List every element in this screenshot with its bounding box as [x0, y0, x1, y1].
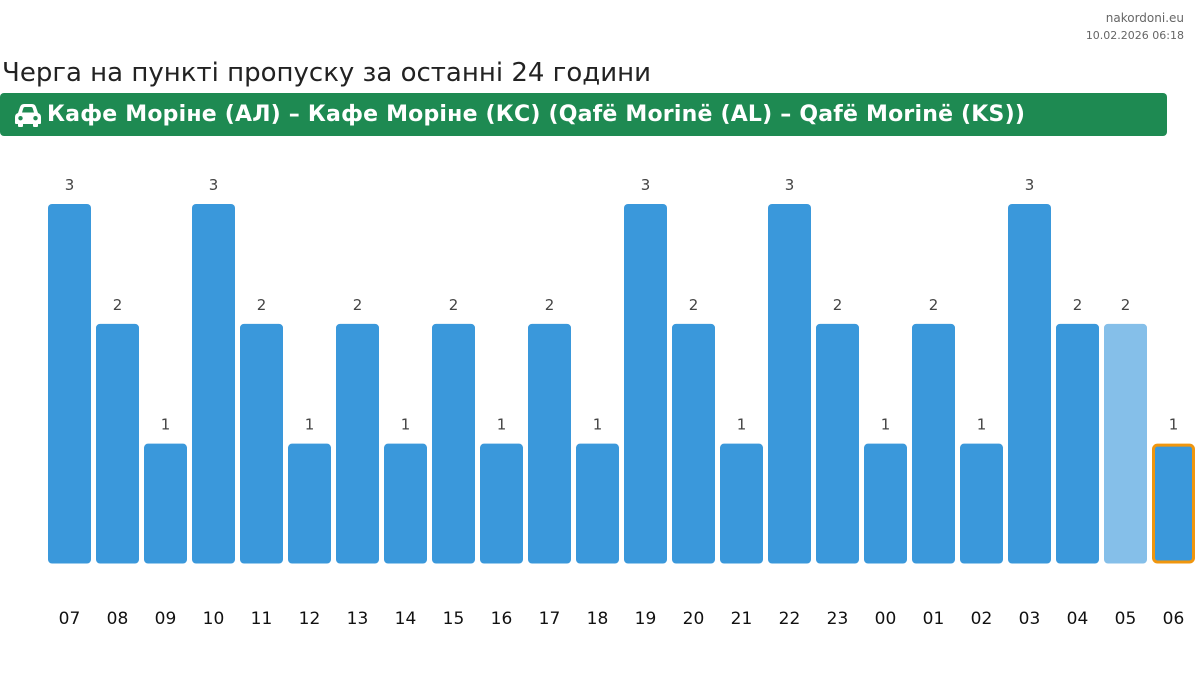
bar-value-label: 3	[209, 176, 219, 194]
x-tick-label: 02	[971, 609, 993, 629]
source-timestamp: 10.02.2026 06:18	[1085, 29, 1184, 42]
x-tick-label: 04	[1067, 609, 1089, 629]
bar-value-label: 1	[497, 416, 507, 434]
bar[interactable]	[432, 323, 475, 564]
bar-value-label: 2	[689, 296, 699, 314]
bar[interactable]	[576, 443, 619, 564]
bar[interactable]	[672, 323, 715, 564]
bar-value-label: 3	[641, 176, 651, 194]
bar[interactable]	[1056, 323, 1099, 564]
bar-value-label: 2	[929, 296, 939, 314]
x-tick-label: 23	[827, 609, 849, 629]
bar-value-label: 2	[257, 296, 267, 314]
bar[interactable]	[960, 443, 1003, 564]
x-tick-label: 16	[491, 609, 513, 629]
crossing-banner: Кафе Моріне (АЛ) – Кафе Моріне (КС) (Qaf…	[0, 93, 1167, 136]
x-tick-label: 08	[107, 609, 129, 629]
bar-value-label: 2	[833, 296, 843, 314]
x-tick-label: 06	[1163, 609, 1185, 629]
bar[interactable]	[1104, 323, 1147, 564]
bar[interactable]	[912, 323, 955, 564]
x-tick-label: 15	[443, 609, 465, 629]
x-tick-label: 13	[347, 609, 369, 629]
x-tick-label: 22	[779, 609, 801, 629]
bar-value-label: 2	[545, 296, 555, 314]
bar-value-label: 1	[737, 416, 747, 434]
bar-value-label: 1	[593, 416, 603, 434]
x-tick-label: 01	[923, 609, 945, 629]
x-tick-label: 20	[683, 609, 705, 629]
bar-value-label: 3	[785, 176, 795, 194]
bar[interactable]	[480, 443, 523, 564]
bar-value-label: 3	[1025, 176, 1035, 194]
x-tick-label: 12	[299, 609, 321, 629]
bar[interactable]	[336, 323, 379, 564]
bar[interactable]	[816, 323, 859, 564]
x-tick-label: 03	[1019, 609, 1041, 629]
crossing-name: Кафе Моріне (АЛ) – Кафе Моріне (КС) (Qaf…	[47, 102, 1026, 127]
x-tick-label: 17	[539, 609, 561, 629]
bar-value-label: 1	[977, 416, 987, 434]
source-site[interactable]: nakordoni.eu	[1105, 11, 1184, 25]
x-tick-label: 11	[251, 609, 273, 629]
bar-value-label: 2	[1073, 296, 1083, 314]
bar[interactable]	[1008, 204, 1051, 564]
bar[interactable]	[48, 204, 91, 564]
x-tick-label: 00	[875, 609, 897, 629]
bar[interactable]	[192, 204, 235, 564]
car-icon	[14, 103, 42, 127]
bar[interactable]	[720, 443, 763, 564]
bar-value-label: 2	[1121, 296, 1131, 314]
bar[interactable]	[528, 323, 571, 564]
bar[interactable]	[864, 443, 907, 564]
bar-value-label: 1	[305, 416, 315, 434]
bar[interactable]	[96, 323, 139, 564]
source-info: nakordoni.eu 10.02.2026 06:18	[1086, 10, 1184, 44]
bar-current-hour[interactable]	[1152, 443, 1195, 564]
bar[interactable]	[624, 204, 667, 564]
x-tick-label: 07	[59, 609, 81, 629]
bar[interactable]	[240, 323, 283, 564]
bar[interactable]	[144, 443, 187, 564]
bar[interactable]	[768, 204, 811, 564]
x-tick-label: 05	[1115, 609, 1137, 629]
bar[interactable]	[384, 443, 427, 564]
x-tick-label: 21	[731, 609, 753, 629]
bar-value-label: 1	[161, 416, 171, 434]
chart-title: Черга на пункті пропуску за останні 24 г…	[2, 58, 652, 88]
bar-value-label: 1	[1169, 416, 1179, 434]
x-tick-label: 14	[395, 609, 417, 629]
x-tick-label: 18	[587, 609, 609, 629]
bar-value-label: 1	[881, 416, 891, 434]
x-tick-label: 10	[203, 609, 225, 629]
bar-value-label: 2	[113, 296, 123, 314]
x-tick-label: 09	[155, 609, 177, 629]
bar-value-label: 2	[353, 296, 363, 314]
bar-value-label: 2	[449, 296, 459, 314]
bar-value-label: 1	[401, 416, 411, 434]
x-tick-label: 19	[635, 609, 657, 629]
bar-value-label: 3	[65, 176, 75, 194]
bar[interactable]	[288, 443, 331, 564]
